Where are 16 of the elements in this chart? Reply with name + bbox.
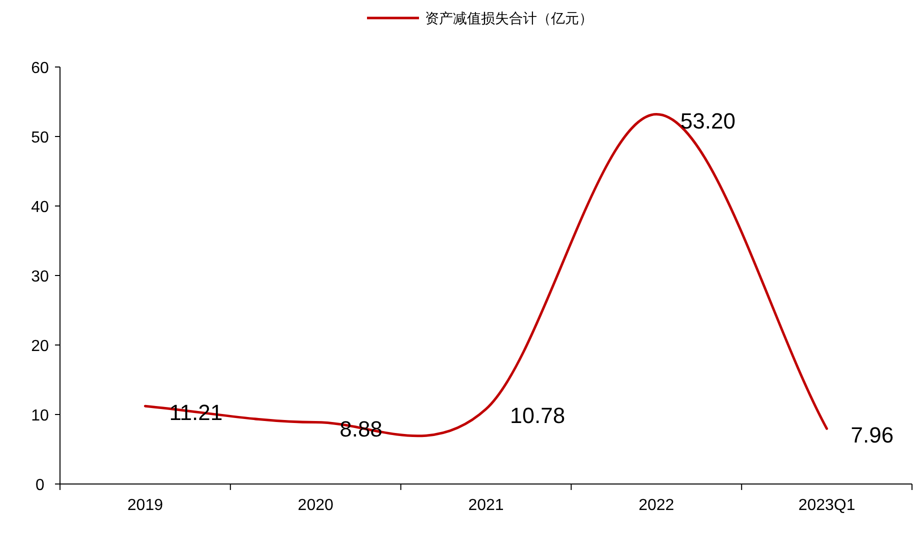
data-label: 10.78 — [510, 403, 566, 428]
x-tick-label: 2023Q1 — [798, 497, 856, 514]
y-tick-label: 40 — [31, 199, 49, 216]
x-tick-label: 2019 — [127, 497, 164, 514]
x-tick-label: 2020 — [298, 497, 334, 514]
legend-label: 资产减值损失合计（亿元） — [425, 10, 593, 26]
y-tick-label: 10 — [31, 408, 49, 424]
x-tick-label: 2022 — [638, 497, 674, 514]
y-tick-label: 0 — [36, 477, 45, 494]
y-tick-label: 60 — [31, 60, 49, 77]
x-tick-label: 2021 — [468, 497, 504, 514]
y-tick-label: 50 — [31, 130, 49, 146]
y-tick-label: 20 — [31, 338, 49, 355]
data-label: 7.96 — [850, 422, 894, 448]
data-label: 53.20 — [680, 108, 736, 134]
y-tick-label: 30 — [31, 268, 49, 286]
